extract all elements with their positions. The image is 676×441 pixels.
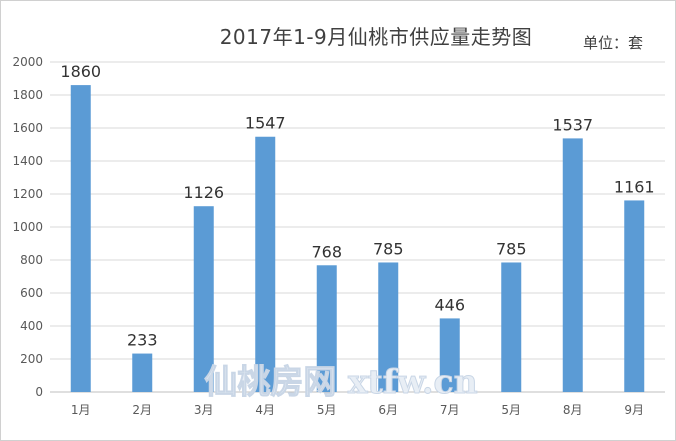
x-axis-ticks: 1月 2月 3月 4月 5月 6月 7月 5月 8月 9月 bbox=[71, 403, 644, 417]
bar bbox=[501, 262, 522, 392]
data-label: 785 bbox=[373, 239, 404, 258]
y-tick-label: 800 bbox=[20, 253, 43, 267]
y-tick-label: 0 bbox=[35, 385, 43, 399]
data-label: 446 bbox=[434, 295, 465, 314]
unit-label: 单位：套 bbox=[582, 34, 643, 52]
data-label: 1860 bbox=[60, 62, 101, 81]
y-tick-label: 1200 bbox=[12, 187, 43, 201]
y-tick-label: 200 bbox=[20, 352, 43, 366]
x-tick-label: 2月 bbox=[132, 403, 152, 417]
bar bbox=[316, 265, 337, 392]
watermark: 仙桃房网 xtfw.cn bbox=[204, 362, 477, 401]
y-tick-label: 1000 bbox=[12, 220, 43, 234]
bars bbox=[70, 85, 645, 392]
chart-title: 2017年1-9月仙桃市供应量走势图 bbox=[219, 25, 533, 49]
x-tick-label: 6月 bbox=[378, 403, 398, 417]
bar bbox=[193, 206, 214, 392]
y-tick-label: 1400 bbox=[12, 154, 43, 168]
x-tick-label: 4月 bbox=[255, 403, 275, 417]
bar bbox=[562, 138, 583, 392]
data-label: 1547 bbox=[245, 114, 286, 133]
bar bbox=[255, 136, 276, 392]
x-tick-label: 3月 bbox=[194, 403, 214, 417]
bar bbox=[132, 353, 153, 392]
gridlines bbox=[50, 61, 665, 393]
bar bbox=[439, 318, 460, 392]
x-tick-label: 9月 bbox=[624, 403, 644, 417]
data-label: 785 bbox=[496, 239, 527, 258]
data-label: 1537 bbox=[552, 115, 593, 134]
y-axis-ticks: 0 200 400 600 800 1000 1200 1400 1600 1800 2000 bbox=[12, 55, 43, 399]
x-tick-label: 5月 bbox=[501, 403, 521, 417]
y-tick-label: 1600 bbox=[12, 121, 43, 135]
x-tick-label: 8月 bbox=[563, 403, 583, 417]
y-tick-label: 600 bbox=[20, 286, 43, 300]
y-tick-label: 2000 bbox=[12, 55, 43, 69]
x-tick-label: 7月 bbox=[440, 403, 460, 417]
data-label: 768 bbox=[311, 242, 342, 261]
data-label: 1161 bbox=[614, 177, 655, 196]
x-tick-label: 1月 bbox=[71, 403, 91, 417]
y-tick-label: 400 bbox=[20, 319, 43, 333]
bar bbox=[624, 200, 645, 392]
bar bbox=[70, 85, 91, 392]
y-tick-label: 1800 bbox=[12, 88, 43, 102]
data-labels: 1860 233 1126 1547 768 785 446 785 1537 1161 bbox=[60, 62, 654, 349]
bar bbox=[378, 262, 399, 392]
x-tick-label: 5月 bbox=[317, 403, 337, 417]
data-label: 1126 bbox=[183, 183, 224, 202]
data-label: 233 bbox=[127, 331, 158, 350]
